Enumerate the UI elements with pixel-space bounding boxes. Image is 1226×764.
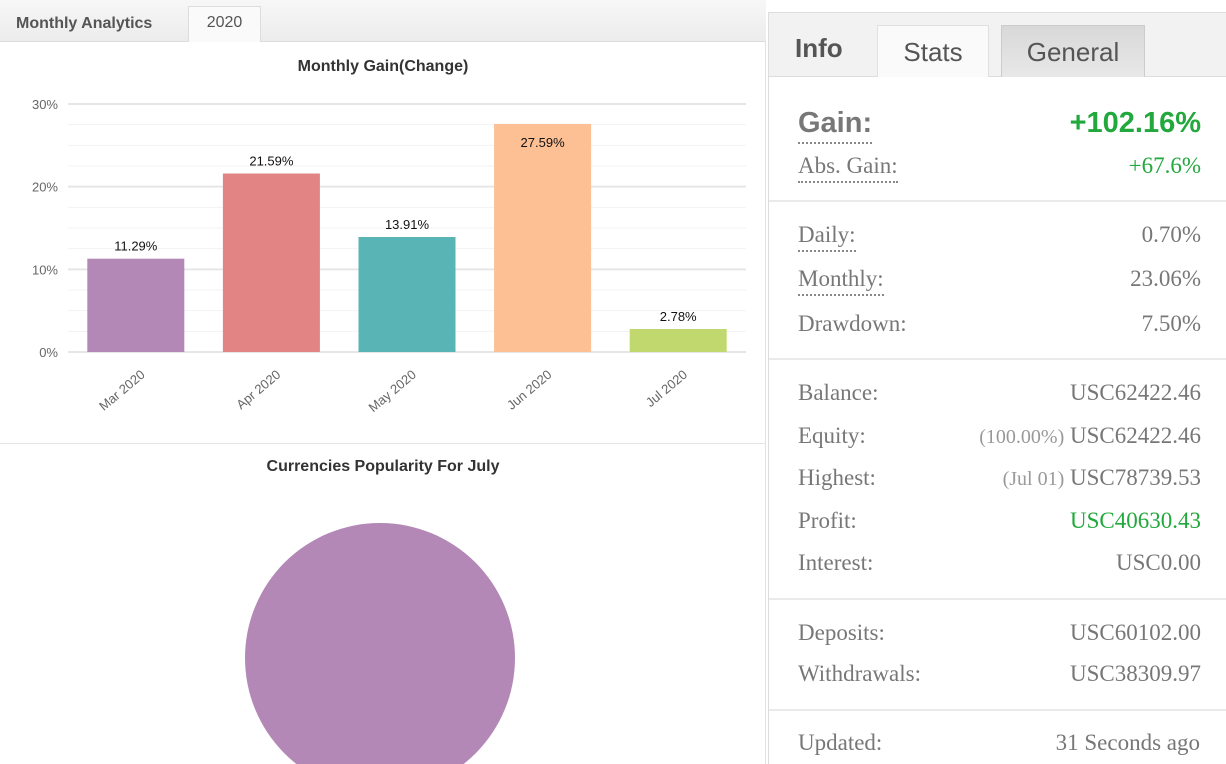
y-tick-label: 0% <box>39 345 58 360</box>
highest-label: Highest: <box>798 465 876 490</box>
bar[interactable] <box>87 258 185 352</box>
currencies-chart-title: Currencies Popularity For July <box>266 458 500 475</box>
withdrawals-value: USC38309.97 <box>1070 661 1201 686</box>
drawdown-value: 7.50% <box>1141 311 1201 336</box>
highest-value: USC78739.53 <box>1070 465 1201 490</box>
balance-value: USC62422.46 <box>1070 380 1201 405</box>
abs-gain-value: +67.6% <box>1128 153 1201 178</box>
equity-label: Equity: <box>798 423 866 448</box>
balance-section: Balance: USC62422.46 Equity: (100.00%) USC… <box>769 360 1226 600</box>
currencies-pie-chart <box>245 523 515 764</box>
data-label: 21.59% <box>249 154 294 169</box>
deposits-label: Deposits: <box>798 620 885 645</box>
x-tick-label: Jul 2020 <box>643 367 690 410</box>
balance-label: Balance: <box>798 380 879 405</box>
data-label: 27.59% <box>521 135 566 150</box>
highest-date: (Jul 01) <box>1002 468 1065 490</box>
drawdown-label: Drawdown: <box>798 311 907 336</box>
tab-stats[interactable]: Stats <box>877 25 989 77</box>
pie-slice[interactable] <box>245 523 515 764</box>
tab-2020[interactable]: 2020 <box>188 6 261 42</box>
tab-general[interactable]: General <box>1001 25 1145 77</box>
rates-section: Daily: 0.70% Monthly: 23.06% Drawdown: 7.50… <box>769 202 1226 360</box>
interest-label: Interest: <box>798 550 874 575</box>
x-tick-label: May 2020 <box>366 367 419 415</box>
x-tick-label: Mar 2020 <box>96 367 148 414</box>
monthly-analytics-panel: Monthly Analytics 2020 Monthly Gain(Chan… <box>0 0 766 764</box>
gain-label: Gain: <box>798 107 873 144</box>
updated-value: 31 Seconds ago <box>1055 730 1200 755</box>
withdrawals-label: Withdrawals: <box>798 661 921 686</box>
x-tick-label: Apr 2020 <box>233 367 283 412</box>
updated-label: Updated: <box>798 730 883 755</box>
y-tick-label: 20% <box>32 180 58 195</box>
daily-value: 0.70% <box>1141 222 1201 247</box>
tab-monthly-analytics[interactable]: Monthly Analytics <box>16 15 153 32</box>
monthly-value: 23.06% <box>1130 266 1201 291</box>
bar[interactable] <box>222 173 320 352</box>
abs-gain-label: Abs. Gain: <box>798 153 898 183</box>
deposits-value: USC60102.00 <box>1070 620 1201 645</box>
bar[interactable] <box>358 237 456 352</box>
x-tick-label: Jun 2020 <box>504 367 555 413</box>
data-label: 2.78% <box>660 309 697 324</box>
gain-value: +102.16% <box>1069 107 1201 139</box>
profit-value: USC40630.43 <box>1070 508 1201 533</box>
y-tick-label: 10% <box>32 262 58 277</box>
gain-section: Gain: +102.16% Abs. Gain: +67.6% <box>769 77 1226 202</box>
analytics-tabs: Monthly Analytics 2020 <box>0 0 766 42</box>
data-label: 13.91% <box>385 217 430 232</box>
profit-label: Profit: <box>798 508 857 533</box>
chart-title: Monthly Gain(Change) <box>298 58 469 75</box>
interest-value: USC0.00 <box>1116 550 1201 575</box>
equity-percent: (100.00%) <box>979 426 1065 448</box>
monthly-gain-chart: Monthly Gain(Change) 0% 10% 20% 30% 11.29% Mar… <box>0 58 766 444</box>
bar[interactable] <box>629 329 727 352</box>
equity-value: USC62422.46 <box>1070 423 1201 448</box>
daily-label: Daily: <box>798 222 856 252</box>
deposits-section: Deposits: USC60102.00 Withdrawals: USC3830… <box>769 600 1226 711</box>
tab-info[interactable]: Info <box>795 33 843 63</box>
data-label: 11.29% <box>114 239 158 254</box>
y-tick-label: 30% <box>32 97 58 112</box>
stats-tabs: Info Stats General <box>769 13 1226 77</box>
monthly-label: Monthly: <box>798 266 884 296</box>
account-stats-panel: Info Stats General Gain: +102.16% Abs. G… <box>768 12 1226 764</box>
bar[interactable] <box>494 123 592 352</box>
